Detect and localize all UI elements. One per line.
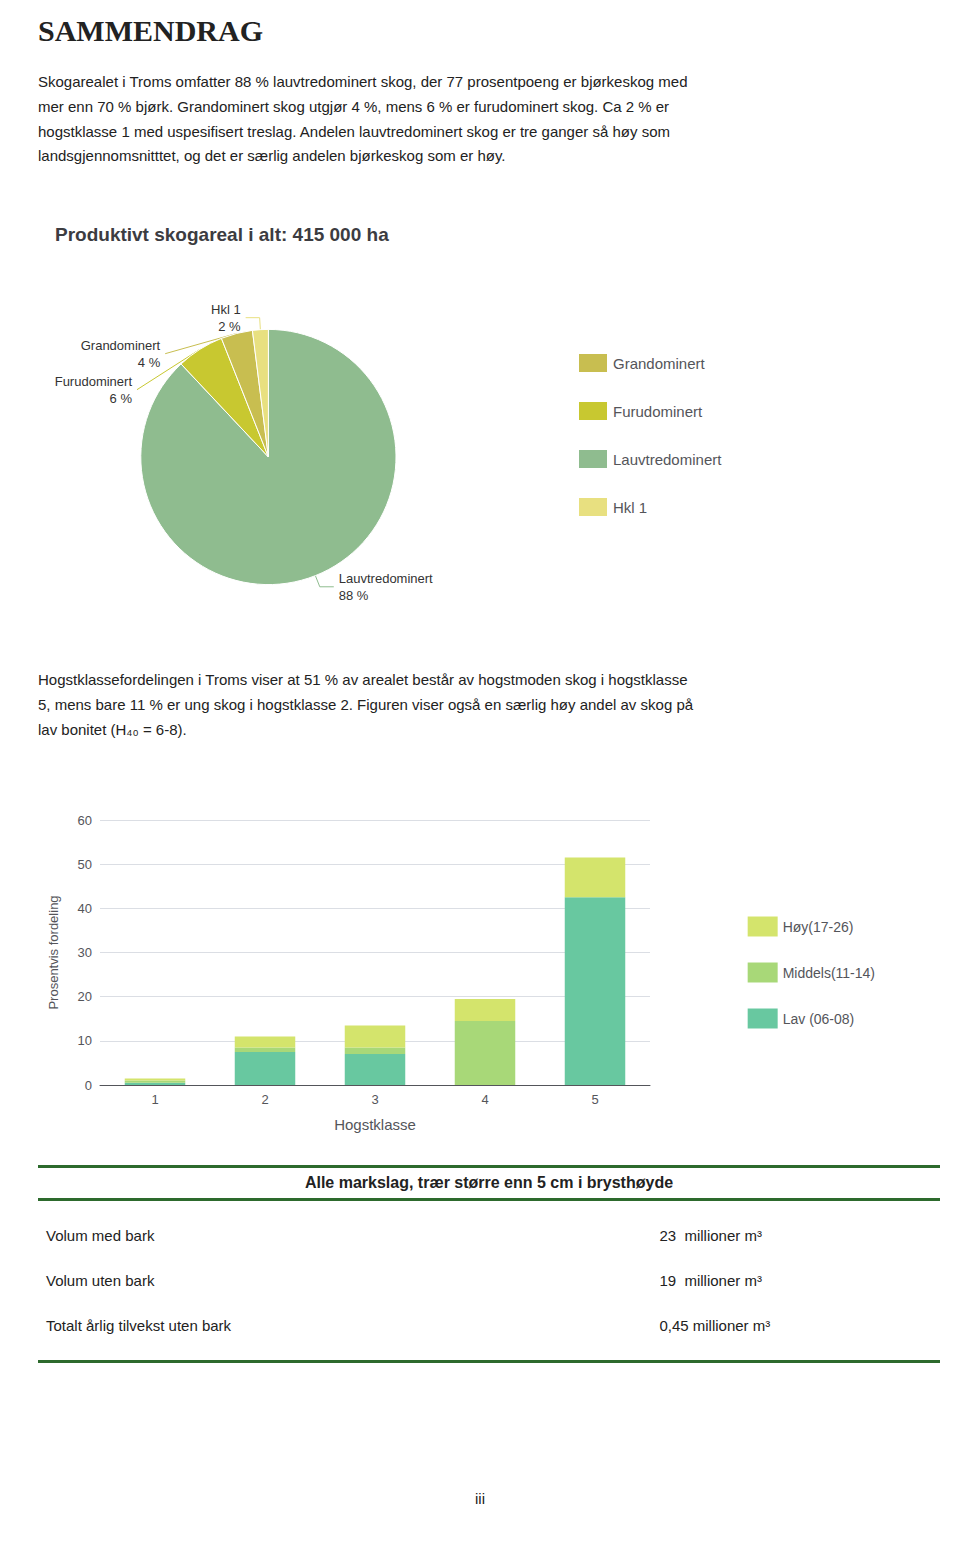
svg-text:Hogstklasse: Hogstklasse — [334, 1116, 416, 1133]
svg-text:Lauvtredominert: Lauvtredominert — [613, 451, 722, 468]
svg-text:2: 2 — [261, 1092, 268, 1107]
svg-text:Grandominert: Grandominert — [613, 355, 706, 372]
svg-text:10: 10 — [78, 1033, 92, 1048]
html-text:lav bonitet (H₄₀ = 6-8).: lav bonitet (H₄₀ = 6-8). — [38, 720, 187, 738]
html-text:5, mens bare 11 % er ung skog: 5, mens bare 11 % er ung skog i hogstkla… — [38, 695, 694, 713]
svg-text:30: 30 — [78, 945, 92, 960]
svg-text:2 %: 2 % — [218, 319, 241, 334]
html-text:Hogstklassefordelingen i Troms: Hogstklassefordelingen i Troms viser at … — [38, 671, 688, 688]
svg-text:Lauvtredominert: Lauvtredominert — [339, 571, 433, 586]
svg-text:Hkl 1: Hkl 1 — [211, 302, 241, 317]
svg-text:Prosentvis fordeling: Prosentvis fordeling — [46, 895, 61, 1009]
svg-text:Furudominert: Furudominert — [55, 374, 133, 389]
html-text:23 millioner m³: 23 millioner m³ — [659, 1227, 762, 1244]
svg-text:Produktivt skogareal i alt: 41: Produktivt skogareal i alt: 415 000 ha — [55, 224, 389, 245]
svg-text:6 %: 6 % — [110, 391, 133, 406]
html-text:Skogarealet i Troms omfatter 8: Skogarealet i Troms omfatter 88 % lauvtr… — [38, 73, 688, 90]
svg-text:40: 40 — [78, 901, 92, 916]
html-text:0,45 millioner m³: 0,45 millioner m³ — [659, 1317, 771, 1334]
svg-text:5: 5 — [591, 1092, 598, 1107]
html-text:landsgjennomsnitttet, og det e: landsgjennomsnitttet, og det er særlig a… — [38, 147, 506, 165]
html-text:hogstklasse 1 med uspesifisert: hogstklasse 1 med uspesifisert treslag. … — [38, 122, 670, 140]
svg-text:4: 4 — [481, 1092, 488, 1107]
svg-text:4 %: 4 % — [138, 355, 161, 370]
html-text:19 millioner m³: 19 millioner m³ — [659, 1272, 762, 1289]
svg-text:3: 3 — [371, 1092, 378, 1107]
html-text:mer enn 70 % bjørk. Grandomine: mer enn 70 % bjørk. Grandominert skog ut… — [38, 97, 670, 115]
svg-text:Middels(11-14): Middels(11-14) — [783, 965, 875, 981]
svg-text:0: 0 — [85, 1078, 92, 1093]
html-text:Totalt årlig tilvekst uten bar: Totalt årlig tilvekst uten bark — [46, 1317, 232, 1334]
svg-text:Lav (06-08): Lav (06-08) — [783, 1011, 855, 1027]
html-text:Volum med bark: Volum med bark — [46, 1227, 155, 1244]
svg-text:20: 20 — [78, 989, 92, 1004]
svg-text:1: 1 — [151, 1092, 158, 1107]
html-text:Volum uten bark: Volum uten bark — [46, 1272, 155, 1289]
html-text:SAMMENDRAG: SAMMENDRAG — [38, 14, 263, 47]
svg-text:Høy(17-26): Høy(17-26) — [783, 919, 854, 935]
svg-text:50: 50 — [78, 857, 92, 872]
svg-text:Furudominert: Furudominert — [613, 403, 703, 420]
html-text:iii: iii — [475, 1490, 485, 1507]
svg-text:Grandominert: Grandominert — [81, 338, 161, 353]
svg-text:Hkl 1: Hkl 1 — [613, 499, 647, 516]
html-text:Alle markslag, trær større enn: Alle markslag, trær større enn 5 cm i br… — [304, 1174, 674, 1191]
svg-text:88 %: 88 % — [339, 588, 369, 603]
svg-text:60: 60 — [78, 813, 92, 828]
